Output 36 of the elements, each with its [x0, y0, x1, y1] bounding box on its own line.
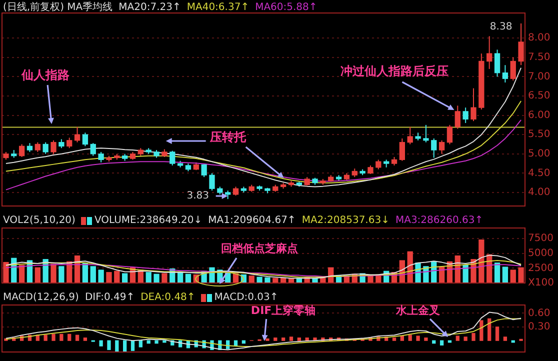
text: DEA:0.48↑	[140, 292, 196, 303]
annotation: 仙人指路	[20, 68, 71, 82]
text: MA1:209604.67↑	[208, 215, 296, 226]
annotation: 3.83	[186, 190, 209, 202]
y-tick-label: 7500	[528, 233, 554, 244]
text: MA20:7.23↑	[118, 0, 181, 14]
text: DIF:0.49↑	[84, 292, 135, 303]
annotation: 冲过仙人指路后反压	[340, 64, 448, 78]
y-tick-label: 4.50	[528, 168, 550, 179]
annotation: 回档低点芝麻点	[221, 242, 298, 255]
annotation: DIF上穿零轴	[250, 304, 316, 317]
y-tick-label: 4.00	[528, 187, 550, 198]
y-tick-label: 5000	[528, 248, 554, 260]
annotation: 压转托	[208, 130, 247, 144]
y-tick-label: 7.50	[528, 52, 550, 63]
text: MA2:208537.63↓	[302, 215, 390, 226]
y-tick-label: 6.00	[528, 110, 550, 121]
y-tick-label: 0.30	[528, 321, 550, 332]
y-tick-label: 7.00	[528, 71, 550, 82]
legend-label: VOLUME:238649.20↓	[93, 215, 202, 226]
chart-title: VOL2(5,10,20)	[3, 215, 76, 226]
y-tick-label: X100	[528, 278, 554, 289]
y-tick-label: 5.00	[528, 148, 550, 160]
annotation: 8.38	[490, 22, 512, 33]
y-tick-label: 5.50	[528, 129, 550, 140]
chart-title: (日线,前复权) MA季均线	[3, 0, 113, 14]
text: MA3:286260.63↑	[395, 215, 484, 226]
text: MA40:6.37↑	[186, 0, 250, 14]
y-tick-label: 8.00	[528, 32, 550, 44]
y-tick-label: 6.50	[528, 90, 550, 102]
y-tick-label: 2500	[528, 262, 554, 274]
chart-title: MACD(12,26,9)	[3, 292, 79, 303]
annotation: 水上金叉	[395, 304, 440, 317]
legend-label: MACD:0.03↑	[213, 292, 278, 303]
text: MA60:5.88↑	[255, 0, 318, 14]
y-tick-label: 0.60	[528, 308, 550, 319]
